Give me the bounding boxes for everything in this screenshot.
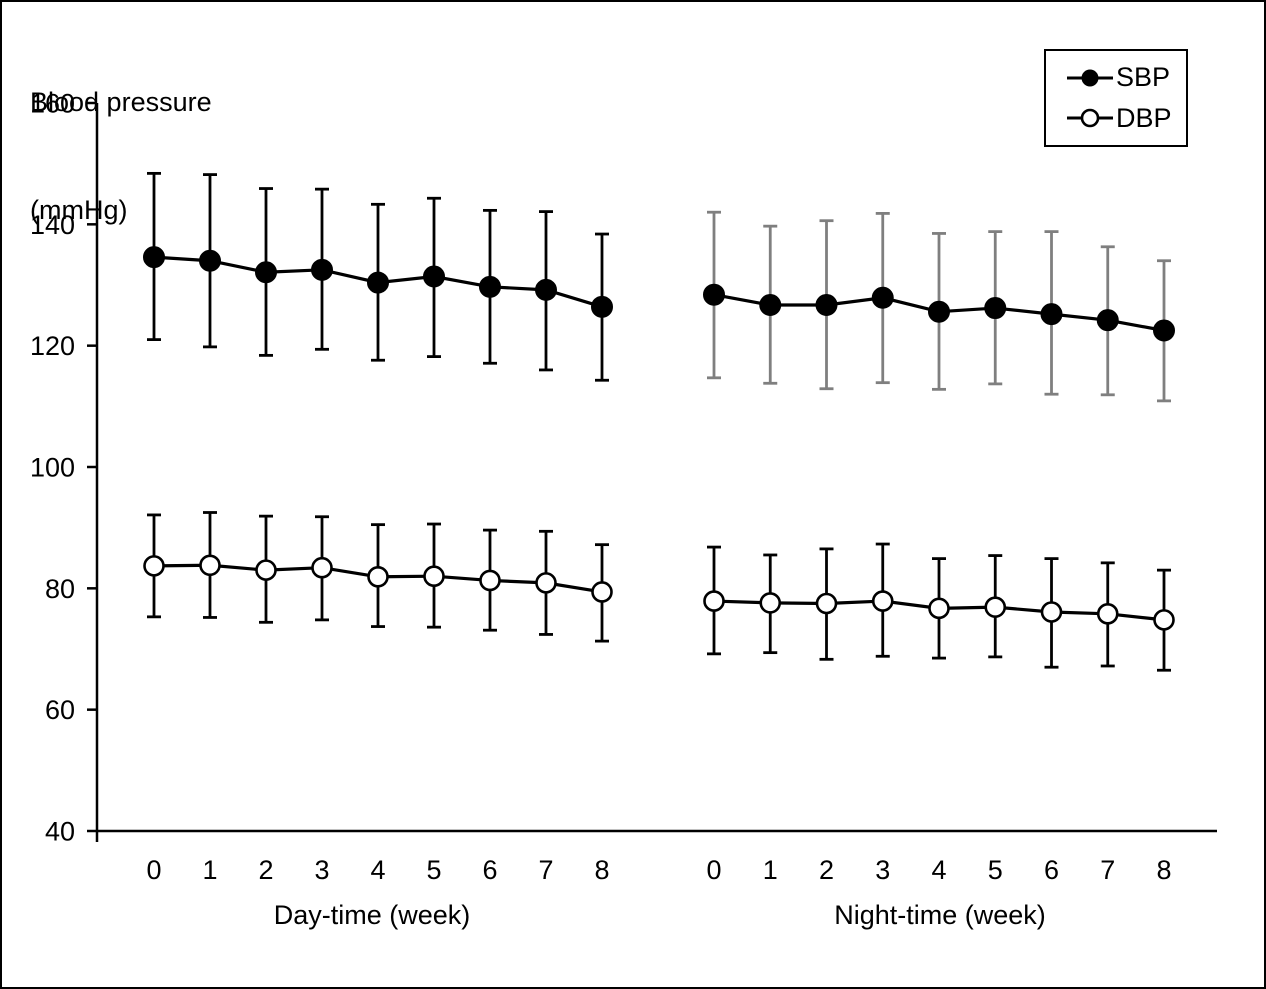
data-point-marker (199, 554, 221, 577)
y-tick-label: 120 (30, 331, 75, 361)
data-point-marker (759, 294, 782, 317)
y-tick-label: 40 (45, 817, 75, 847)
week-tick-label: 4 (931, 855, 946, 885)
data-point-marker (255, 559, 277, 581)
data-point-marker (591, 295, 613, 318)
data-point-marker (703, 590, 725, 612)
data-point-marker (367, 271, 389, 294)
data-point-marker (984, 297, 1007, 320)
week-tick-label: 2 (258, 855, 273, 885)
data-point-marker (759, 592, 782, 614)
data-point-marker (871, 286, 894, 309)
y-tick-label: 60 (45, 695, 75, 725)
data-point-marker (535, 278, 557, 301)
week-tick-label: 1 (763, 855, 778, 885)
data-point-marker (143, 555, 165, 577)
data-point-marker (984, 596, 1007, 618)
y-tick-label: 160 (30, 89, 75, 119)
data-point-marker (1153, 319, 1175, 342)
y-tick-label: 80 (45, 574, 75, 604)
data-point-marker (479, 275, 501, 298)
sbp-legend-marker-icon (1067, 69, 1113, 87)
dbp-legend-label: DBP (1116, 102, 1172, 133)
week-tick-label: 8 (594, 855, 609, 885)
week-tick-label: 5 (426, 855, 441, 885)
week-tick-label: 7 (1100, 855, 1115, 885)
sbp-legend-label: SBP (1116, 62, 1171, 93)
y-tick-label: 140 (30, 210, 75, 240)
data-point-marker (1096, 603, 1119, 625)
data-point-marker (255, 261, 277, 284)
legend-row-sbp: SBP (1066, 64, 1186, 91)
week-tick-label: 3 (314, 855, 329, 885)
dbp-legend-marker-icon (1067, 108, 1113, 128)
data-point-marker (311, 556, 333, 579)
data-point-marker (535, 572, 557, 594)
y-tick-label: 100 (30, 453, 75, 483)
week-tick-label: 7 (538, 855, 553, 885)
data-point-marker (1153, 609, 1175, 631)
data-point-marker (1040, 601, 1063, 623)
data-point-marker (1040, 303, 1063, 326)
data-point-marker (1096, 309, 1119, 332)
data-point-marker (815, 592, 838, 615)
data-point-marker (423, 265, 445, 288)
data-point-marker (928, 300, 950, 323)
week-tick-label: 5 (988, 855, 1003, 885)
day-axis-caption: Day-time (week) (273, 900, 471, 930)
week-tick-label: 8 (1156, 855, 1171, 885)
legend-row-dbp: DBP (1066, 102, 1186, 133)
night-axis-caption: Night-time (week) (834, 900, 1046, 930)
data-point-marker (815, 294, 838, 317)
data-point-marker (423, 565, 445, 588)
week-tick-label: 1 (202, 855, 217, 885)
data-point-marker (479, 569, 501, 592)
data-point-marker (143, 246, 165, 269)
data-point-marker (199, 249, 221, 272)
data-point-marker (703, 283, 725, 306)
week-tick-label: 6 (1044, 855, 1059, 885)
week-tick-label: 6 (482, 855, 497, 885)
data-point-marker (311, 258, 333, 281)
week-tick-label: 3 (875, 855, 890, 885)
week-tick-label: 0 (146, 855, 161, 885)
week-tick-label: 4 (370, 855, 385, 885)
week-tick-label: 0 (706, 855, 721, 885)
data-point-marker (871, 590, 894, 612)
chart-title-line2: (mmHg) (30, 195, 128, 225)
data-point-marker (367, 566, 389, 588)
chart-title: Blood pressure (mmHg) (30, 12, 212, 300)
data-point-marker (928, 597, 950, 620)
legend-box: SBP DBP (1044, 49, 1188, 147)
data-point-marker (591, 581, 613, 603)
week-tick-label: 2 (819, 855, 834, 885)
